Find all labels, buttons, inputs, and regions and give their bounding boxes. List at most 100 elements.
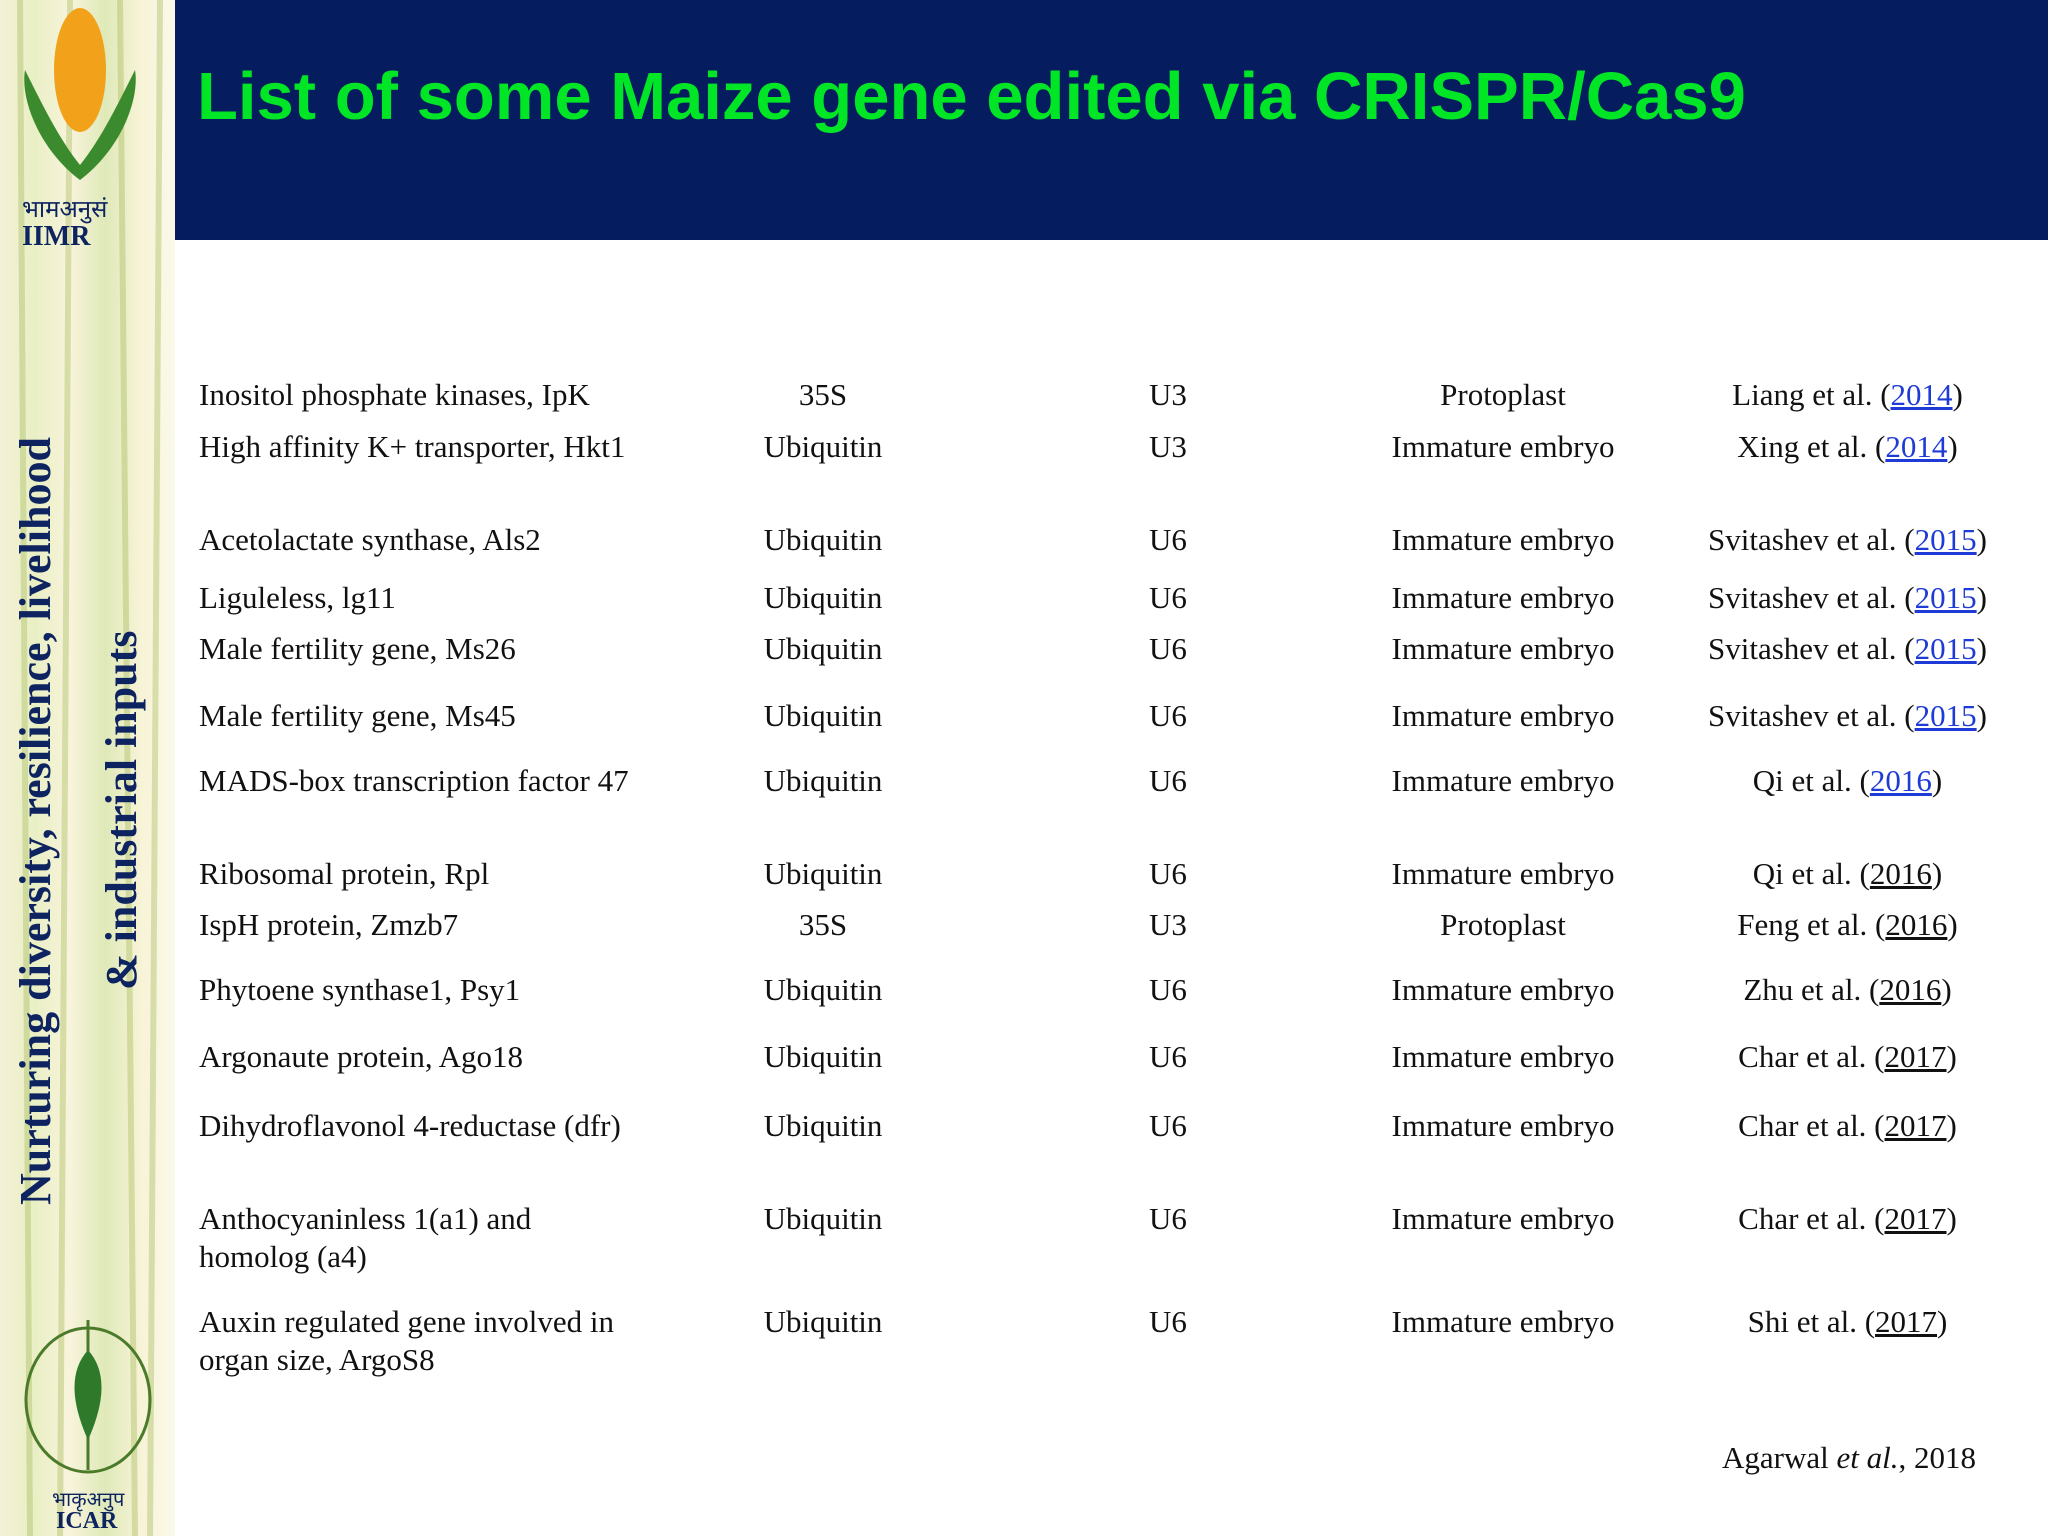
reference-text: ) bbox=[1937, 1304, 1948, 1339]
reference-text: ) bbox=[1947, 429, 1958, 464]
reference-text: ) bbox=[1946, 1201, 1957, 1236]
citation-text: et al. bbox=[1836, 1440, 1899, 1475]
gene-name: Phytoene synthase1, Psy1 bbox=[199, 972, 521, 1007]
table-cell: U6 bbox=[1149, 1039, 1187, 1074]
slide-title: List of some Maize gene edited via CRISP… bbox=[197, 59, 1746, 134]
header: List of some Maize gene edited via CRISP… bbox=[175, 0, 2048, 240]
table-cell: Immature embryo bbox=[1391, 1039, 1615, 1074]
table-cell: Ubiquitin bbox=[763, 1304, 883, 1339]
reference: Feng et al. (2016) bbox=[1680, 906, 2015, 944]
reference-text: Svitashev et al. ( bbox=[1708, 698, 1915, 733]
reference-link[interactable]: 2016 bbox=[1869, 856, 1932, 891]
reference-link[interactable]: 2016 bbox=[1869, 763, 1932, 798]
sidebar-art bbox=[17, 0, 163, 1536]
table-cell: Ubiquitin bbox=[763, 972, 883, 1007]
table-cell: Ubiquitin bbox=[763, 1039, 883, 1074]
table-cell: Ubiquitin bbox=[763, 856, 883, 891]
reference-text: Char et al. ( bbox=[1738, 1108, 1885, 1143]
reference-link[interactable]: 2014 bbox=[1885, 429, 1948, 464]
reference-text: Xing et al. ( bbox=[1737, 429, 1886, 464]
reference-text: Qi et al. ( bbox=[1752, 856, 1870, 891]
gene-name: IspH protein, Zmzb7 bbox=[199, 907, 459, 942]
table-cell: U6 bbox=[1149, 856, 1187, 891]
table-cell: Ubiquitin bbox=[763, 522, 883, 557]
reference-link[interactable]: 2017 bbox=[1875, 1304, 1938, 1339]
table-cell: Ubiquitin bbox=[763, 1201, 883, 1236]
reference-text: Char et al. ( bbox=[1738, 1039, 1885, 1074]
table-cell: Ubiquitin bbox=[763, 631, 883, 666]
gene-name: Argonaute protein, Ago18 bbox=[199, 1039, 524, 1074]
table-cell: U6 bbox=[1149, 1201, 1187, 1236]
reference-text: ) bbox=[1946, 1039, 1957, 1074]
logo-text: IIMR bbox=[22, 221, 91, 252]
reference-link[interactable]: 2015 bbox=[1914, 631, 1977, 666]
reference-text: Svitashev et al. ( bbox=[1708, 522, 1915, 557]
table-cell: Ubiquitin bbox=[763, 763, 883, 798]
reference-text: Char et al. ( bbox=[1738, 1201, 1885, 1236]
reference: Char et al. (2017) bbox=[1680, 1038, 2015, 1076]
reference-text: Feng et al. ( bbox=[1737, 907, 1886, 942]
reference: Qi et al. (2016) bbox=[1680, 855, 2015, 893]
table-cell: U3 bbox=[1149, 377, 1187, 412]
reference-text: Liang et al. ( bbox=[1732, 377, 1891, 412]
table-cell: Ubiquitin bbox=[763, 429, 883, 464]
reference-text: ) bbox=[1976, 698, 1987, 733]
gene-name: Male fertility gene, Ms26 bbox=[199, 631, 516, 666]
reference-text: Shi et al. ( bbox=[1747, 1304, 1876, 1339]
table-cell: Ubiquitin bbox=[763, 580, 883, 615]
table-cell: Immature embryo bbox=[1391, 972, 1615, 1007]
gene-name: Ribosomal protein, Rpl bbox=[199, 856, 490, 891]
reference-link[interactable]: 2014 bbox=[1890, 377, 1953, 412]
citation-text: , 2018 bbox=[1898, 1440, 1977, 1475]
reference-link[interactable]: 2016 bbox=[1885, 907, 1948, 942]
reference-link[interactable]: 2017 bbox=[1884, 1039, 1947, 1074]
reference-link[interactable]: 2017 bbox=[1884, 1201, 1947, 1236]
reference: Shi et al. (2017) bbox=[1680, 1303, 2015, 1341]
reference-text: ) bbox=[1976, 580, 1987, 615]
table-cell: Protoplast bbox=[1440, 377, 1566, 412]
reference: Svitashev et al. (2015) bbox=[1680, 697, 2015, 735]
reference: Xing et al. (2014) bbox=[1680, 428, 2015, 466]
logo-hindi: भाकृअनुप bbox=[52, 1487, 125, 1511]
reference-text: ) bbox=[1931, 763, 1943, 798]
table-cell: U6 bbox=[1149, 580, 1187, 615]
table-cell: Immature embryo bbox=[1391, 1108, 1615, 1143]
gene-name: Anthocyaninless 1(a1) and homolog (a4) bbox=[199, 1201, 532, 1274]
table-cell: Immature embryo bbox=[1391, 580, 1615, 615]
reference-link[interactable]: 2017 bbox=[1884, 1108, 1947, 1143]
reference-text: ) bbox=[1976, 631, 1987, 666]
reference-text: ) bbox=[1976, 522, 1987, 557]
table-cell: U6 bbox=[1149, 1108, 1187, 1143]
citation: Agarwal et al., 2018 bbox=[1722, 1440, 1976, 1476]
table-cell: Ubiquitin bbox=[763, 698, 883, 733]
reference-text: ) bbox=[1947, 907, 1958, 942]
table-cell: Immature embryo bbox=[1391, 1304, 1615, 1339]
table-cell: Protoplast bbox=[1440, 907, 1566, 942]
reference-text: ) bbox=[1941, 972, 1952, 1007]
gene-name: Male fertility gene, Ms45 bbox=[199, 698, 516, 733]
gene-name: Inositol phosphate kinases, IpK bbox=[199, 377, 590, 412]
reference: Qi et al. (2016) bbox=[1680, 762, 2015, 800]
gene-name: MADS-box transcription factor 47 bbox=[199, 763, 629, 798]
table-cell: U6 bbox=[1149, 631, 1187, 666]
reference-text: Svitashev et al. ( bbox=[1708, 631, 1915, 666]
reference-link[interactable]: 2015 bbox=[1914, 580, 1977, 615]
table-cell: Immature embryo bbox=[1391, 631, 1615, 666]
gene-name: High affinity K+ transporter, Hkt1 bbox=[199, 429, 626, 464]
table-cell: U6 bbox=[1149, 1304, 1187, 1339]
table-cell: U6 bbox=[1149, 972, 1187, 1007]
reference-link[interactable]: 2016 bbox=[1879, 972, 1942, 1007]
table-cell: U6 bbox=[1149, 698, 1187, 733]
reference-text: Svitashev et al. ( bbox=[1708, 580, 1915, 615]
reference: Svitashev et al. (2015) bbox=[1680, 579, 2015, 617]
reference-link[interactable]: 2015 bbox=[1914, 522, 1977, 557]
reference: Svitashev et al. (2015) bbox=[1680, 521, 2015, 559]
reference-link[interactable]: 2015 bbox=[1914, 698, 1977, 733]
table-cell: Ubiquitin bbox=[763, 1108, 883, 1143]
table-cell: Immature embryo bbox=[1391, 522, 1615, 557]
reference: Liang et al. (2014) bbox=[1680, 376, 2015, 414]
table-cell: Immature embryo bbox=[1391, 1201, 1615, 1236]
reference-text: Qi et al. ( bbox=[1752, 763, 1870, 798]
reference: Zhu et al. (2016) bbox=[1680, 971, 2015, 1009]
